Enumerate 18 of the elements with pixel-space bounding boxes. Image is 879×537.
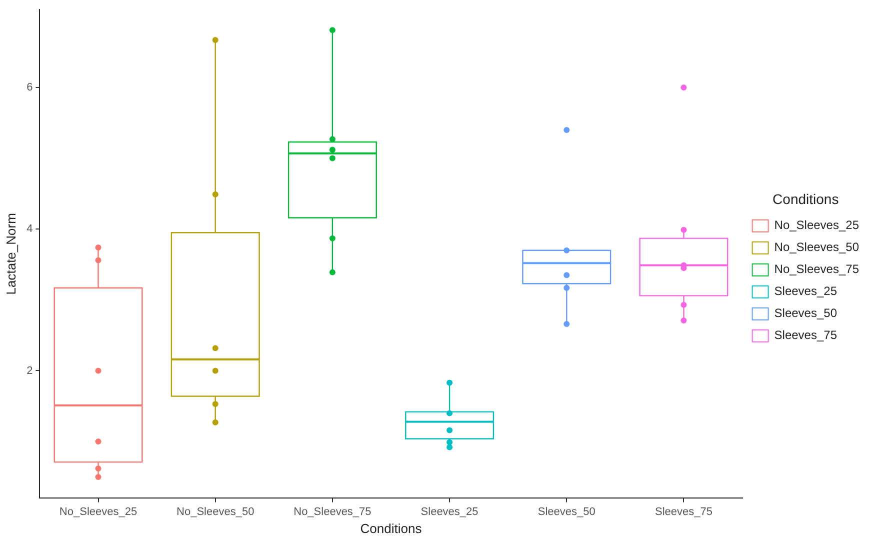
legend-label: Sleeves_25 — [774, 284, 838, 298]
y-tick-label: 6 — [26, 82, 33, 94]
legend-label: No_Sleeves_25 — [774, 218, 860, 232]
y-tick-label: 2 — [26, 364, 33, 377]
x-tick-label: Sleeves_25 — [420, 506, 478, 518]
legend-title: Conditions — [772, 190, 839, 207]
legend-label: No_Sleeves_75 — [774, 262, 860, 276]
x-axis-title: Conditions — [360, 520, 422, 536]
x-tick-label: Sleeves_75 — [654, 506, 712, 518]
legend-label: No_Sleeves_50 — [774, 240, 860, 254]
y-axis-title: Lactate_Norm — [3, 213, 18, 295]
y-tick-label: 4 — [26, 223, 33, 236]
legend-label: Sleeves_75 — [774, 328, 838, 342]
x-tick-label: No_Sleeves_25 — [59, 506, 138, 518]
x-tick-label: No_Sleeves_75 — [294, 506, 372, 518]
x-tick-label: Sleeves_50 — [538, 506, 596, 518]
legend-label: Sleeves_50 — [774, 306, 838, 320]
x-tick-label: No_Sleeves_50 — [176, 506, 254, 518]
